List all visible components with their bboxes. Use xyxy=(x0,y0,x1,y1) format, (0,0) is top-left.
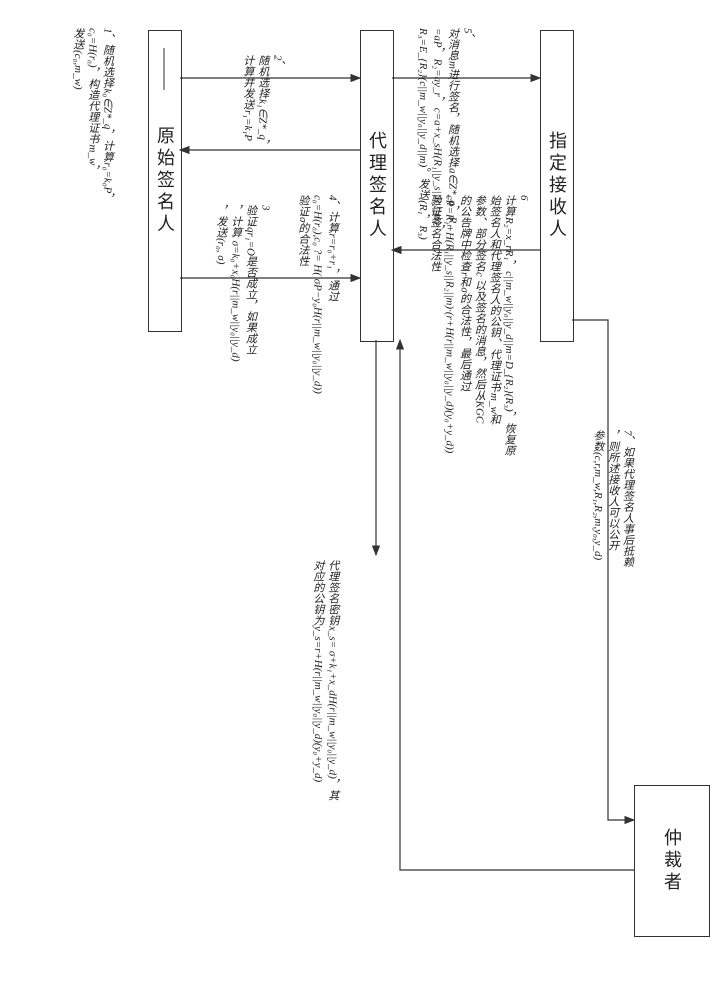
step-1-label: 1、随机选择k₀∈Z*_q，计算r₀=k₀P， c₀=H(r₀)，构造代理证书m… xyxy=(70,28,115,204)
box-label: 仲裁者 xyxy=(659,828,685,894)
box-proxy-signer: 代理签名人 xyxy=(360,30,394,342)
step-6-label: 6 计算R₂=x_rR₁，c||m_w||y₀||y_d||m=D_{R₂}(R… xyxy=(427,195,531,456)
box-original-signer: 原始签名人 xyxy=(148,30,182,332)
box-label: 代理签名人 xyxy=(364,131,390,241)
box-designated-receiver: 指定接收人 xyxy=(540,30,574,342)
step-7-label: 7、如果代理签名人事后抵赖 ，则所述接收人可以公开 参数(c,r,m_w,R₁,… xyxy=(590,430,635,568)
box-arbiter: 仲裁者 xyxy=(634,785,710,937)
step-4-label: 4、计算r=r₀+r₁，通过 c₀=H(r₀),c₀ ?= H( σP−y₀H(… xyxy=(295,195,340,394)
step-3-label: 3 验证qr₁=O是否成立，如果成立 ，计算 σ=k₀+x₀H(r||m_w||… xyxy=(213,205,272,362)
step-4b-key-label: 代理签名密钥x_s= σ+k₁+x_dH(r||m_w||y₀||y_d)，其 … xyxy=(310,560,340,801)
step-2-label: 2、 随机选择k₁∈Z*_q， 计算并发送r₁=k₁P xyxy=(240,55,285,151)
box-label: 原始签名人 xyxy=(152,126,178,236)
box-label: 指定接收人 xyxy=(544,131,570,241)
arrow-7 xyxy=(572,320,634,820)
